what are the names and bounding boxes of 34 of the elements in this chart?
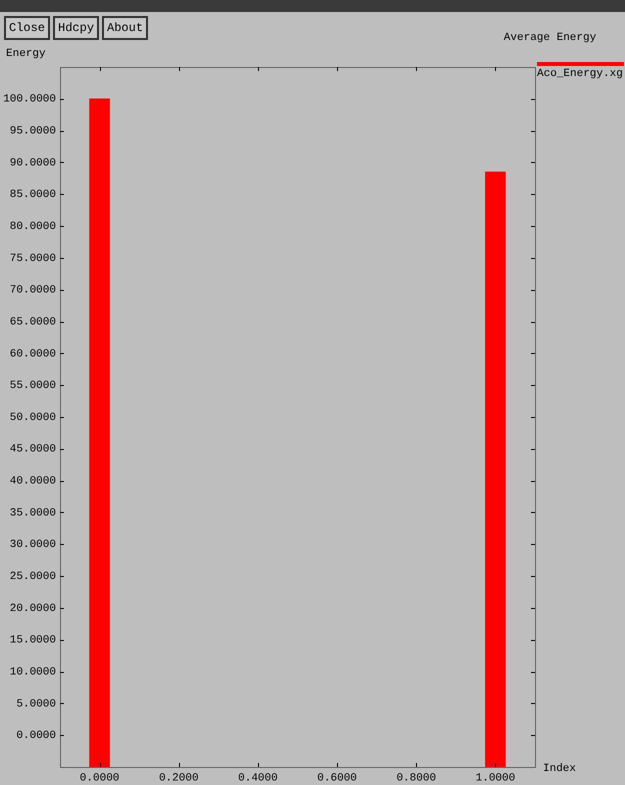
y-tick-label: 40.0000: [10, 476, 56, 488]
y-tick-label: 95.0000: [10, 126, 56, 138]
y-tick-label: 65.0000: [10, 316, 56, 328]
x-tick-label: 0.8000: [396, 772, 436, 785]
chart-title: Average Energy: [504, 32, 597, 44]
y-tick-label: 80.0000: [10, 220, 56, 233]
text: Aco_Energy.xg: [537, 68, 623, 80]
y-tick-label: 5.0000: [16, 698, 56, 710]
y-tick-label: 25.0000: [10, 570, 56, 583]
y-tick-label: 0.0000: [16, 730, 56, 742]
y-tick-label: 70.0000: [10, 284, 56, 297]
y-tick-label: 35.0000: [10, 507, 56, 520]
x-tick-label: 0.6000: [317, 772, 357, 785]
x-tick-label: 1.0000: [476, 772, 516, 785]
y-tick-label: 90.0000: [10, 157, 56, 170]
x-tick-label: 0.0000: [80, 772, 120, 785]
x-tick-label: 0.2000: [158, 772, 199, 785]
y-tick-label: 15.0000: [10, 634, 56, 647]
close-button: Close: [4, 16, 50, 40]
y-tick-label: 75.0000: [10, 252, 56, 265]
y-tick-label: 50.0000: [10, 412, 56, 424]
x-tick-label: 0.4000: [238, 772, 278, 785]
y-tick-label: 85.0000: [10, 189, 56, 202]
y-tick-label: 45.0000: [10, 444, 56, 456]
y-axis-title: Energy: [6, 48, 46, 60]
y-tick-label: 100.0000: [3, 94, 56, 106]
y-tick-label: 55.0000: [10, 380, 56, 392]
y-tick-label: 30.0000: [10, 539, 56, 552]
hardcopy-button: Hdcpy: [53, 16, 100, 40]
y-tick-label: 20.0000: [10, 602, 56, 615]
x-axis-title: Index: [543, 763, 576, 775]
about-button: About: [102, 16, 148, 40]
y-tick-label: 10.0000: [10, 666, 56, 678]
y-tick-label: 60.0000: [10, 348, 56, 360]
